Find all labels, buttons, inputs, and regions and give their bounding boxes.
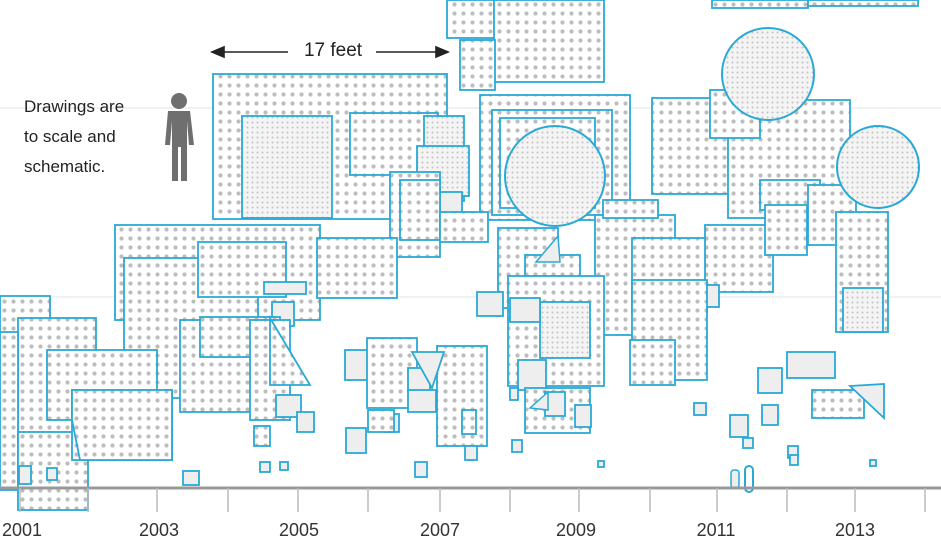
screen-rect <box>704 224 774 293</box>
screen-rect <box>729 414 749 438</box>
screen-rect <box>786 351 836 379</box>
circular-screen <box>836 125 920 209</box>
year-label: 2009 <box>555 520 597 540</box>
screen-rect <box>757 367 783 394</box>
screen-rect <box>439 211 489 243</box>
screen-rect <box>693 402 707 416</box>
screen-rect <box>46 467 58 481</box>
screen-rect <box>517 359 547 391</box>
screen-rect <box>345 427 367 454</box>
screen-rect <box>459 39 496 91</box>
screen-rect <box>316 237 398 299</box>
screen-rect <box>399 179 441 241</box>
screen-rect <box>602 199 659 219</box>
screen-rect <box>493 0 605 83</box>
screen-rect <box>407 389 437 413</box>
screen-rect <box>597 460 605 468</box>
screen-rect <box>869 459 877 467</box>
year-label: 2013 <box>834 520 876 540</box>
screen-rect <box>464 445 478 461</box>
screen-rect <box>275 394 302 418</box>
screen-rect <box>509 387 519 401</box>
screen-rect <box>629 339 676 386</box>
circular-screen <box>721 27 815 121</box>
year-label: 2005 <box>278 520 320 540</box>
year-label: 2011 <box>696 520 736 540</box>
note-line: schematic. <box>24 157 106 176</box>
year-label: 2003 <box>138 520 180 540</box>
screen-rect <box>476 291 504 317</box>
screen-rect <box>263 281 307 295</box>
angled-screen <box>71 389 173 461</box>
screen-rect <box>842 287 884 333</box>
human-figure-icon <box>165 93 194 181</box>
note-line: Drawings are <box>24 97 125 116</box>
screen-rect <box>807 0 919 7</box>
scale-arrow <box>209 45 451 59</box>
note-line: to scale and <box>24 127 116 146</box>
angled-screen <box>269 314 312 386</box>
circular-screen <box>504 125 606 227</box>
axis-ticks <box>19 488 926 512</box>
small-device <box>744 465 754 493</box>
screen-rect <box>414 461 428 478</box>
scale-note: Drawings are to scale and schematic. <box>24 92 164 182</box>
screen-rect <box>461 409 477 435</box>
screen-rect <box>761 404 779 426</box>
triangle-screen <box>847 383 885 421</box>
scale-label: 17 feet <box>303 40 363 61</box>
screen-rect <box>296 411 315 433</box>
screen-rect <box>241 115 333 219</box>
screen-rect <box>574 404 592 428</box>
triangle-screen <box>528 390 549 411</box>
screen-rect <box>811 389 865 419</box>
screen-rect <box>742 437 754 449</box>
screen-shapes <box>0 0 920 511</box>
screen-rect <box>789 454 799 466</box>
screen-rect <box>367 409 395 433</box>
screen-rect <box>711 0 809 9</box>
screen-rect <box>0 331 19 491</box>
small-device <box>730 469 740 489</box>
triangle-screen <box>410 351 446 391</box>
screen-rect <box>509 297 541 323</box>
screen-rect <box>253 425 271 447</box>
screen-rect <box>279 461 289 471</box>
triangle-screen <box>534 234 561 263</box>
screen-rect <box>764 204 808 256</box>
screen-rect <box>182 470 200 486</box>
year-label: 2001 <box>1 520 43 540</box>
screen-rect <box>259 461 271 473</box>
year-label: 2007 <box>419 520 461 540</box>
screen-rect <box>18 465 32 485</box>
screen-rect <box>446 0 496 39</box>
screen-rect <box>511 439 523 453</box>
screen-rect <box>539 301 591 359</box>
